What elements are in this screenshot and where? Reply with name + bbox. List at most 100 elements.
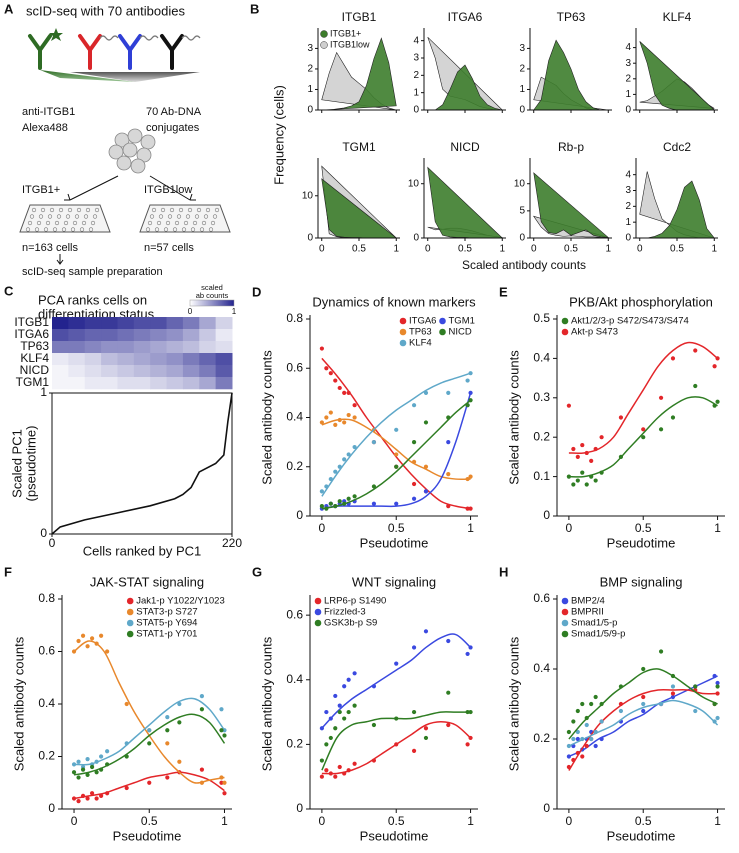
point xyxy=(693,348,698,353)
density-area xyxy=(427,166,504,239)
point xyxy=(177,720,182,725)
colorbar-tick-label: 0 xyxy=(188,307,193,316)
point xyxy=(85,796,90,801)
point xyxy=(394,464,399,469)
point xyxy=(337,385,342,391)
point xyxy=(446,638,451,644)
y-tick-label: 0.4 xyxy=(286,410,303,424)
antibody-label: Alexa488 xyxy=(22,122,68,134)
y-axis-label: Scaled PC1 xyxy=(9,429,24,498)
y-tick-label: 3 xyxy=(519,43,525,54)
wedge xyxy=(40,70,135,82)
well xyxy=(92,214,98,219)
y-tick-label: 0.1 xyxy=(533,469,550,483)
group-name: ITGB1+ xyxy=(22,184,60,196)
colorbar-label: ab counts xyxy=(196,291,229,300)
well xyxy=(43,227,49,232)
x-tick-label: 0.5 xyxy=(458,244,472,255)
y-tick-label: 3 xyxy=(625,185,631,196)
legend-swatch xyxy=(399,328,407,336)
point xyxy=(580,470,585,475)
y-axis-label: Scaled antibody counts xyxy=(11,636,26,771)
point xyxy=(423,726,429,731)
y-tick-label: 0.6 xyxy=(286,360,303,374)
point xyxy=(94,796,99,801)
heatmap-cell xyxy=(166,317,184,330)
point xyxy=(71,770,77,775)
point xyxy=(342,390,347,395)
antibody-label: anti-ITGB1 xyxy=(22,106,75,118)
point xyxy=(371,440,377,445)
well xyxy=(158,214,164,219)
heatmap-cell xyxy=(182,341,200,354)
y-tick-label: 0 xyxy=(625,105,631,116)
point xyxy=(423,464,429,469)
legend-label: BMPRII xyxy=(571,607,604,618)
y-tick-label: 0.8 xyxy=(38,591,55,605)
well xyxy=(192,220,198,226)
legend-label: Smad1/5/9-p xyxy=(571,629,625,640)
y-tick-label: 0.4 xyxy=(533,351,550,365)
y-tick-label: 0 xyxy=(307,233,313,244)
legend-label: Frizzled-3 xyxy=(324,607,366,618)
point xyxy=(105,649,110,654)
subplot-title: KLF4 xyxy=(663,10,692,24)
well xyxy=(70,227,76,232)
heatmap-cell xyxy=(52,329,69,342)
panel-label: H xyxy=(499,564,508,579)
point xyxy=(319,346,324,351)
point xyxy=(571,446,576,452)
heatmap-cell xyxy=(150,377,168,390)
x-tick-label: 0.5 xyxy=(564,244,578,255)
x-tick-label: 0 xyxy=(425,244,431,255)
heatmap-cell xyxy=(84,365,102,378)
point xyxy=(465,378,470,383)
subplot-title: TGM1 xyxy=(342,140,376,154)
legend-label: KLF4 xyxy=(409,338,432,349)
point xyxy=(333,378,338,383)
point xyxy=(219,780,224,785)
heatmap-cell xyxy=(150,329,168,342)
heatmap-cell xyxy=(182,353,200,366)
y-tick-label: 4 xyxy=(413,35,419,46)
x-tick-label: 1 xyxy=(714,521,721,535)
point xyxy=(658,649,664,654)
well xyxy=(212,214,218,219)
heatmap-cell xyxy=(68,365,86,378)
well xyxy=(85,207,91,213)
well xyxy=(169,207,175,213)
point xyxy=(80,633,86,638)
heatmap-cell xyxy=(84,353,102,366)
point xyxy=(593,478,598,483)
heatmap-cell xyxy=(182,317,200,330)
heatmap-cell xyxy=(133,353,151,366)
point xyxy=(618,415,624,420)
y-tick-label: 1 xyxy=(413,87,419,98)
point xyxy=(76,638,81,644)
legend-swatch xyxy=(126,619,134,627)
fit-curve xyxy=(321,711,471,771)
point xyxy=(641,435,646,440)
y-tick-label: 1 xyxy=(519,84,525,95)
legend-swatch xyxy=(561,630,569,638)
heatmap-cell xyxy=(166,341,184,354)
heatmap-cell xyxy=(150,317,168,330)
point xyxy=(346,496,351,501)
point xyxy=(575,478,580,483)
well xyxy=(187,207,193,213)
heatmap-cell xyxy=(166,365,184,378)
panel-label: D xyxy=(252,284,261,299)
point xyxy=(333,774,338,779)
heatmap-cell xyxy=(182,329,200,342)
heatmap-cell xyxy=(84,377,102,390)
chart-title: JAK-STAT signaling xyxy=(90,574,204,589)
colorbar-tick-label: 1 xyxy=(232,307,237,316)
y-tick-label: 0 xyxy=(543,801,550,815)
heatmap-cell xyxy=(199,317,217,330)
heatmap-cell xyxy=(84,317,102,330)
point xyxy=(99,754,104,759)
heatmap-cell xyxy=(101,353,118,366)
point xyxy=(641,427,646,432)
point xyxy=(199,767,205,772)
